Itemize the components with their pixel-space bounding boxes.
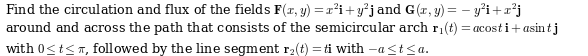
Text: Find the circulation and flux of the fields $\mathbf{F}(x, y) = x^2\mathbf{i} + : Find the circulation and flux of the fie…: [5, 1, 522, 19]
Text: with $0 \leq t \leq \pi$, followed by the line segment $\mathbf{r}_2(t) = t\math: with $0 \leq t \leq \pi$, followed by th…: [5, 39, 429, 56]
Text: around and across the path that consists of the semicircular arch $\mathbf{r}_1(: around and across the path that consists…: [5, 19, 558, 37]
